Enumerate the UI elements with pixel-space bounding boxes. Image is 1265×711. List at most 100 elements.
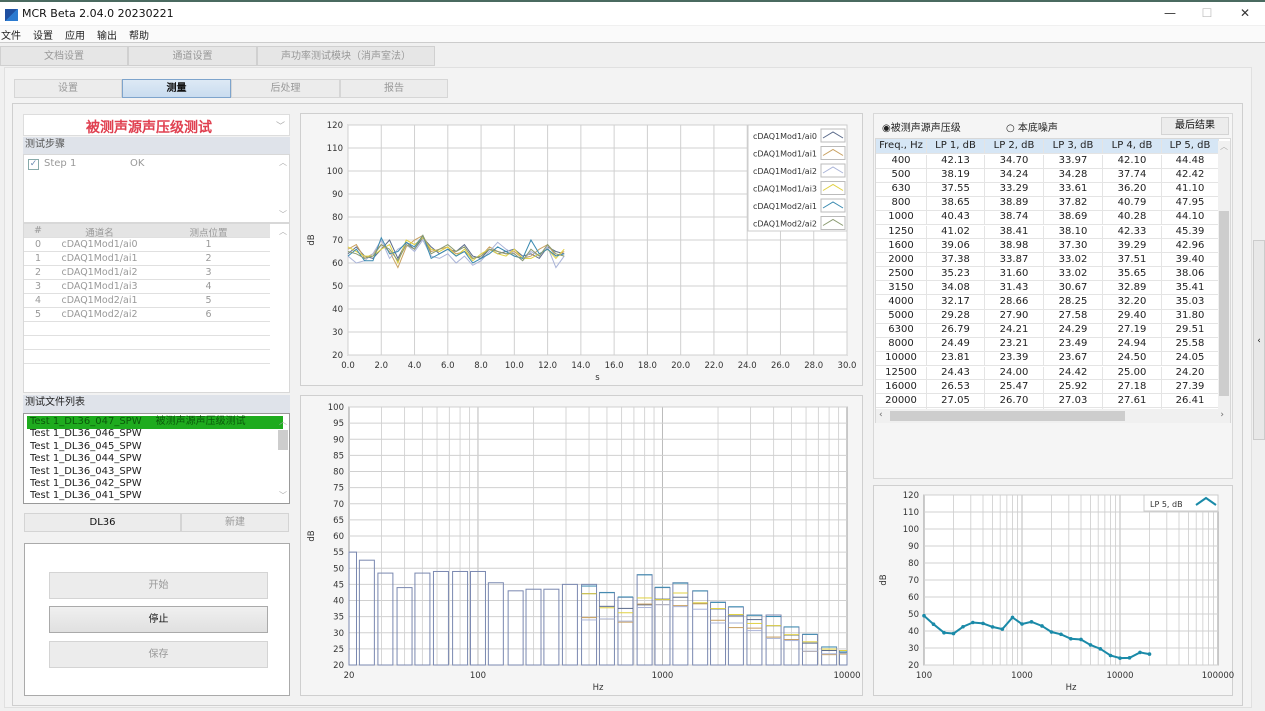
tab-sound-power-module[interactable]: 声功率测试模块（消声室法） bbox=[257, 46, 435, 66]
scroll-up-icon[interactable]: ︿ bbox=[279, 158, 287, 167]
results-row[interactable]: 400 42.13 34.70 33.97 42.10 44.48 bbox=[876, 154, 1219, 169]
data-point bbox=[1118, 656, 1122, 660]
results-cell: 24.42 bbox=[1044, 366, 1103, 381]
menu-apply[interactable]: 应用 bbox=[65, 31, 85, 42]
results-row[interactable]: 16000 26.53 25.47 25.92 27.18 27.39 bbox=[876, 380, 1219, 395]
file-list-item[interactable]: Test 1_DL36_047_SPW 被测声源声压级测试 bbox=[27, 416, 283, 429]
channel-row[interactable]: 5 cDAQ1Mod2/ai2 6 bbox=[24, 308, 270, 322]
scrollbar-thumb[interactable] bbox=[1219, 211, 1229, 396]
legend-label: cDAQ1Mod1/ai1 bbox=[753, 150, 817, 159]
tab-channel-settings[interactable]: 通道设置 bbox=[128, 46, 257, 66]
save-button[interactable]: 保存 bbox=[49, 641, 268, 668]
channel-row[interactable] bbox=[24, 350, 270, 364]
results-cell: 24.21 bbox=[985, 324, 1044, 339]
new-button[interactable]: 新建 bbox=[181, 513, 289, 532]
step-checkbox[interactable]: ✓ bbox=[28, 159, 39, 170]
data-point bbox=[1020, 622, 1024, 626]
channel-cell: 3 bbox=[34, 281, 42, 292]
subtab-measure[interactable]: 测量 bbox=[122, 79, 231, 98]
final-results-button[interactable]: 最后结果 bbox=[1161, 117, 1229, 135]
radio-background[interactable]: ○ 本底噪声 bbox=[1006, 119, 1058, 134]
stop-button[interactable]: 停止 bbox=[49, 606, 268, 633]
file-list-item[interactable]: Test 1_DL36_041_SPW bbox=[27, 490, 283, 503]
results-row[interactable]: 500 38.19 34.24 34.28 37.74 42.42 bbox=[876, 168, 1219, 184]
channel-row[interactable]: 4 cDAQ1Mod2/ai1 5 bbox=[24, 294, 270, 308]
results-row[interactable]: 1250 41.02 38.41 38.10 42.33 45.39 bbox=[876, 225, 1219, 240]
results-row[interactable]: 10000 23.81 23.39 23.67 24.50 24.05 bbox=[876, 351, 1219, 367]
menu-help[interactable]: 帮助 bbox=[129, 31, 149, 42]
results-row[interactable]: 8000 24.49 23.21 23.49 24.94 25.58 bbox=[876, 337, 1219, 353]
channel-row[interactable]: 0 cDAQ1Mod1/ai0 1 bbox=[24, 238, 270, 252]
menu-settings[interactable]: 设置 bbox=[33, 31, 53, 42]
subtab-report[interactable]: 报告 bbox=[340, 79, 448, 98]
maximize-button[interactable]: ☐ bbox=[1201, 6, 1213, 20]
results-cell: 23.49 bbox=[1044, 338, 1103, 353]
lp5-spectrum-chart: 20 30 40 50 60 70 80 90 100 110 120 100 1000 10000 100… bbox=[879, 491, 1234, 693]
start-button[interactable]: 开始 bbox=[49, 572, 268, 599]
results-cell: 25.47 bbox=[985, 380, 1044, 395]
file-name: Test 1_DL36_042_SPW bbox=[30, 478, 142, 489]
column-header[interactable]: 测点位置 bbox=[189, 228, 228, 239]
results-row[interactable]: 12500 24.43 24.00 24.42 25.00 24.20 bbox=[876, 366, 1219, 381]
channel-row[interactable]: 3 cDAQ1Mod1/ai3 4 bbox=[24, 280, 270, 294]
file-list-item[interactable]: Test 1_DL36_045_SPW bbox=[27, 441, 283, 454]
results-row[interactable]: 800 38.65 38.89 37.82 40.79 47.95 bbox=[876, 196, 1219, 212]
scrollbar-thumb[interactable] bbox=[890, 411, 1125, 421]
test-type-dropdown[interactable]: 被测声源声压级测试 ﹀ bbox=[23, 114, 290, 136]
collapse-panel-handle[interactable]: ‹ bbox=[1253, 240, 1265, 440]
channel-row[interactable] bbox=[24, 322, 270, 336]
results-row[interactable]: 2000 37.38 33.87 33.02 37.51 39.40 bbox=[876, 253, 1219, 268]
results-cell: 37.82 bbox=[1044, 197, 1103, 212]
scrollbar-thumb[interactable] bbox=[278, 430, 288, 450]
results-row[interactable]: 20000 27.05 26.70 27.03 27.61 26.41 bbox=[876, 394, 1219, 409]
results-row[interactable]: 6300 26.79 24.21 24.29 27.19 29.51 bbox=[876, 323, 1219, 339]
tab-document-settings[interactable]: 文档设置 bbox=[0, 46, 128, 66]
channel-row[interactable] bbox=[24, 336, 270, 350]
column-header[interactable]: Freq., Hz bbox=[876, 140, 927, 154]
y-tick-label: 35 bbox=[333, 613, 344, 623]
data-point bbox=[922, 613, 926, 618]
project-button[interactable]: DL36 bbox=[24, 513, 181, 532]
results-row[interactable]: 1600 39.06 38.98 37.30 39.29 42.96 bbox=[876, 239, 1219, 254]
file-list-item[interactable]: Test 1_DL36_043_SPW bbox=[27, 466, 283, 479]
file-list-item[interactable]: Test 1_DL36_044_SPW bbox=[27, 453, 283, 466]
file-list-item[interactable]: Test 1_DL36_046_SPW bbox=[27, 428, 283, 441]
scroll-left-icon[interactable]: ‹ bbox=[879, 410, 883, 420]
menu-output[interactable]: 输出 bbox=[97, 31, 117, 42]
horizontal-scrollbar[interactable]: ‹ › bbox=[876, 409, 1230, 423]
scroll-right-icon[interactable]: › bbox=[1220, 410, 1224, 420]
minimize-button[interactable]: — bbox=[1164, 6, 1176, 20]
subtab-setup[interactable]: 设置 bbox=[14, 79, 122, 98]
scroll-up-icon[interactable]: ︿ bbox=[279, 417, 287, 426]
results-row[interactable]: 1000 40.43 38.74 38.69 40.28 44.10 bbox=[876, 210, 1219, 226]
data-point bbox=[1098, 647, 1103, 651]
step-status: OK bbox=[130, 158, 145, 169]
results-row[interactable]: 3150 34.08 31.43 30.67 32.89 35.41 bbox=[876, 281, 1219, 296]
radio-source[interactable]: ◉被测声源声压级 bbox=[882, 119, 961, 134]
results-row[interactable]: 5000 29.28 27.90 27.58 29.40 31.80 bbox=[876, 309, 1219, 325]
channel-row[interactable]: 1 cDAQ1Mod1/ai1 2 bbox=[24, 252, 270, 266]
column-header[interactable]: LP 4, dB bbox=[1103, 140, 1162, 154]
subtab-postprocess[interactable]: 后处理 bbox=[231, 79, 340, 98]
column-header[interactable]: LP 2, dB bbox=[985, 140, 1044, 154]
channel-row[interactable]: 2 cDAQ1Mod1/ai2 3 bbox=[24, 266, 270, 280]
column-header[interactable]: 通道名 bbox=[85, 228, 114, 239]
scroll-down-icon[interactable]: ﹀ bbox=[279, 491, 287, 500]
results-row[interactable]: 2500 35.23 31.60 33.02 35.65 38.06 bbox=[876, 267, 1219, 282]
y-tick-label: 90 bbox=[332, 190, 343, 200]
column-header[interactable]: LP 5, dB bbox=[1162, 140, 1219, 154]
column-header[interactable]: LP 1, dB bbox=[927, 140, 985, 154]
scroll-down-icon[interactable]: ﹀ bbox=[279, 210, 287, 219]
menu-file[interactable]: 文件 bbox=[1, 31, 21, 42]
results-row[interactable]: 4000 32.17 28.66 28.25 32.20 35.03 bbox=[876, 295, 1219, 310]
close-button[interactable]: ✕ bbox=[1239, 6, 1251, 20]
column-header[interactable]: LP 3, dB bbox=[1044, 140, 1103, 154]
results-row[interactable]: 630 37.55 33.29 33.61 36.20 41.10 bbox=[876, 182, 1219, 198]
column-header[interactable]: # bbox=[34, 225, 42, 236]
spectrum-bar bbox=[452, 570, 469, 666]
results-cell: 39.40 bbox=[1162, 253, 1219, 268]
file-list-item[interactable]: Test 1_DL36_042_SPW bbox=[27, 478, 283, 491]
results-cell: 42.96 bbox=[1162, 239, 1219, 254]
scroll-up-icon[interactable]: ︿ bbox=[279, 227, 287, 236]
data-point bbox=[971, 620, 975, 625]
